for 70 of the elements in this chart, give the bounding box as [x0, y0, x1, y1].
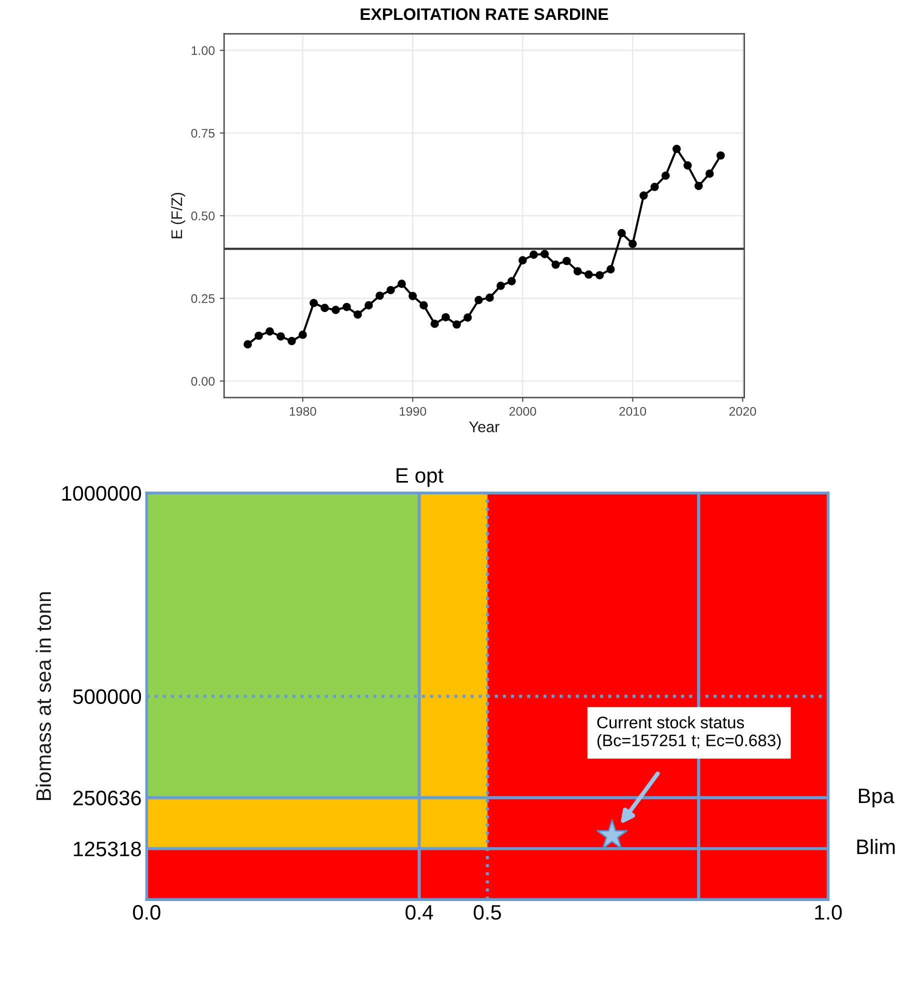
x-tick-label: 2010	[619, 406, 646, 416]
point	[354, 310, 362, 319]
point	[442, 313, 450, 322]
point	[518, 256, 527, 265]
y-tick-label: 500000	[73, 689, 141, 704]
point	[254, 332, 263, 340]
point	[486, 294, 494, 302]
y-axis-title: E (F/Z)	[170, 192, 186, 238]
y-tick-label: 0.75	[191, 128, 215, 138]
y-tick-label: 0.50	[191, 212, 215, 220]
point	[266, 327, 274, 336]
chart-title: EXPLOITATION RATE SARDINE	[360, 8, 608, 20]
point	[398, 280, 406, 288]
point	[683, 161, 692, 170]
point	[596, 271, 604, 280]
point	[244, 340, 252, 349]
x-tick-label: 0.5	[474, 904, 501, 920]
point	[618, 229, 626, 238]
x-axis-title: Year	[469, 422, 500, 432]
point	[310, 298, 318, 308]
ref-line-label: E opt	[396, 468, 444, 487]
point	[508, 277, 516, 286]
point	[562, 256, 571, 266]
point	[474, 296, 483, 304]
y-tick-label: 1.00	[192, 46, 215, 55]
ref-line-label: Bpa	[858, 788, 894, 808]
point	[705, 170, 714, 178]
point	[694, 182, 703, 190]
x-tick-label: 1980	[290, 406, 316, 416]
point	[574, 267, 582, 276]
point	[584, 270, 593, 279]
point	[298, 330, 307, 339]
annotation: Current stock status (Bc=157251 t; Ec=0.683)	[597, 716, 781, 750]
point	[530, 250, 538, 259]
y-tick-label: 125318	[74, 842, 141, 856]
y-tick-label: 1000000	[62, 486, 142, 501]
point	[332, 306, 340, 314]
x-tick-label: 0.4	[406, 904, 434, 920]
point	[452, 320, 461, 329]
point	[540, 250, 549, 258]
point	[276, 332, 285, 341]
point	[606, 265, 615, 274]
x-tick-label: 1.0	[815, 904, 842, 920]
y-axis-title: Biomass at sea in tonn	[36, 592, 52, 800]
point	[376, 292, 384, 300]
point	[386, 286, 395, 294]
point	[661, 172, 670, 180]
point	[342, 302, 351, 312]
point	[496, 282, 505, 290]
point	[628, 240, 637, 248]
x-tick-label: 0.0	[133, 904, 160, 920]
x-tick-label: 1990	[400, 406, 426, 416]
point	[650, 182, 659, 192]
point	[288, 336, 296, 346]
y-tick-label: 0.25	[191, 294, 215, 304]
y-tick-label: 250636	[73, 790, 141, 806]
y-tick-label: 0.00	[191, 376, 215, 386]
point	[716, 151, 725, 160]
x-tick-label: 2020	[729, 406, 756, 416]
point	[639, 191, 648, 200]
x-tick-label: 2000	[509, 406, 536, 416]
point	[364, 301, 373, 310]
point	[420, 301, 428, 310]
point	[408, 292, 417, 300]
point	[464, 313, 472, 322]
point	[430, 320, 439, 328]
point	[552, 260, 560, 269]
point	[672, 144, 681, 154]
ref-line-label: Blim	[857, 838, 895, 854]
point	[320, 304, 329, 312]
